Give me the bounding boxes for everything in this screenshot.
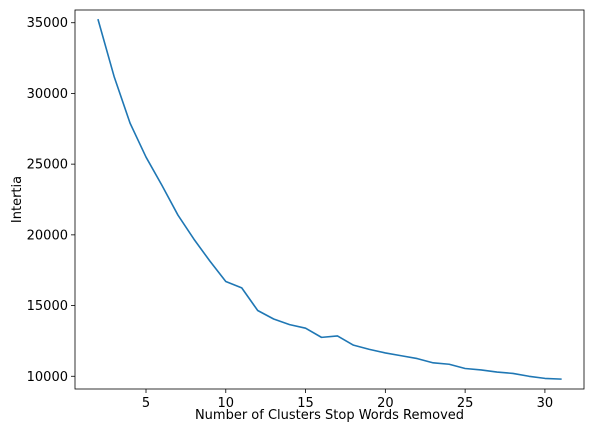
plot-frame: [74, 9, 585, 390]
y-tick-label: 30000: [27, 87, 68, 102]
x-tick-label: 30: [537, 396, 554, 411]
y-axis-label: Intertia: [10, 176, 25, 223]
x-tick-label: 20: [377, 396, 394, 411]
y-tick-label: 15000: [27, 299, 68, 314]
x-tick-label: 10: [218, 396, 235, 411]
y-tick-label: 10000: [27, 370, 68, 385]
y-tick-label: 25000: [27, 158, 68, 173]
y-tick-label: 20000: [27, 228, 68, 243]
series-line: [97, 18, 562, 380]
y-tick-label: 35000: [27, 16, 68, 31]
x-tick-label: 15: [297, 396, 314, 411]
x-tick-label: 25: [457, 396, 474, 411]
x-tick-label: 5: [142, 396, 150, 411]
x-axis-label: Number of Clusters Stop Words Removed: [195, 408, 464, 423]
